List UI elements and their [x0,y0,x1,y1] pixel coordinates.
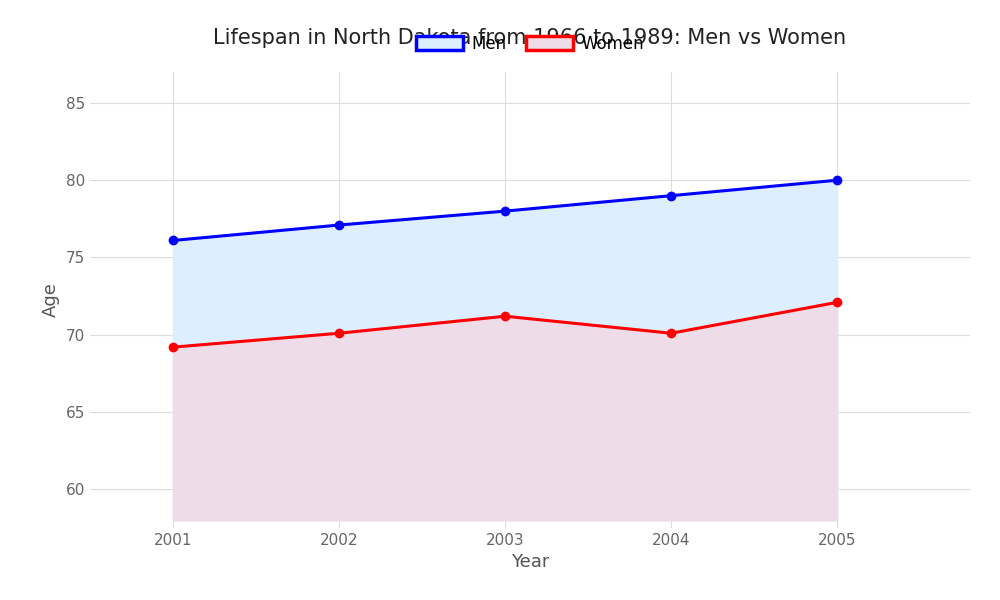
Legend: Men, Women: Men, Women [416,35,644,53]
Y-axis label: Age: Age [42,283,60,317]
Title: Lifespan in North Dakota from 1966 to 1989: Men vs Women: Lifespan in North Dakota from 1966 to 19… [213,28,847,48]
X-axis label: Year: Year [511,553,549,571]
